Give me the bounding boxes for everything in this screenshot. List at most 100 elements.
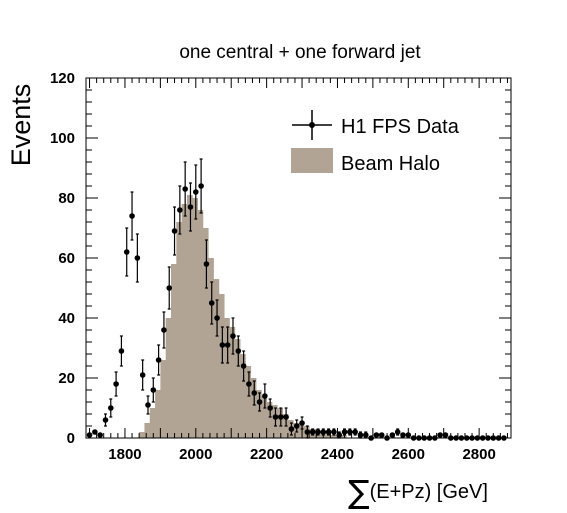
plot-area: 1800 2000 2200 2400 2600 2800 0 20 40 60 80 100 120	[50, 70, 512, 463]
halo-bar	[234, 339, 241, 438]
data-point	[331, 429, 337, 435]
data-point	[134, 255, 141, 261]
halo-bar	[277, 408, 283, 438]
data-point	[479, 435, 486, 441]
halo-bar	[271, 405, 278, 438]
y-tick-label: 80	[58, 190, 75, 207]
data-point	[426, 435, 433, 441]
x-tick-label: 2400	[321, 446, 354, 463]
halo-bar	[208, 258, 214, 438]
data-point	[347, 429, 353, 435]
data-point	[299, 420, 305, 426]
legend-data-marker	[309, 122, 315, 128]
data-point	[384, 435, 390, 441]
data-point	[320, 429, 327, 435]
data-point	[129, 213, 135, 219]
halo-bar	[139, 432, 145, 438]
data-point	[219, 342, 226, 348]
data-point	[145, 402, 151, 408]
data-point	[315, 429, 321, 435]
halo-bar	[261, 396, 268, 438]
data-point	[400, 432, 406, 438]
y-tick-label: 60	[58, 250, 75, 267]
data-point	[283, 414, 289, 420]
halo-bar	[341, 435, 347, 438]
data-point	[309, 429, 316, 435]
chart-title: one central + one forward jet	[179, 42, 421, 63]
data-point	[203, 261, 210, 267]
data-point	[447, 435, 454, 441]
halo-bar	[298, 423, 305, 438]
halo-bar	[171, 264, 177, 438]
x-tick-label: 2200	[250, 446, 283, 463]
halo-bar	[186, 195, 193, 438]
data-point	[177, 207, 183, 213]
y-tick-label: 20	[58, 370, 75, 387]
data-point	[92, 429, 98, 435]
data-point	[469, 435, 475, 441]
data-point	[336, 432, 343, 438]
data-point	[495, 435, 502, 441]
data-point	[394, 429, 401, 435]
y-axis-label: Events	[6, 84, 36, 167]
data-point	[150, 387, 157, 393]
halo-bar	[266, 402, 273, 438]
data-point	[405, 432, 412, 438]
data-point	[341, 429, 348, 435]
data-point	[368, 435, 374, 441]
halo-bar	[197, 210, 204, 438]
halo-bar	[144, 423, 151, 438]
data-point	[230, 333, 236, 339]
halo-bar	[155, 390, 161, 438]
data-point	[187, 204, 194, 210]
data-point	[437, 432, 443, 438]
halo-bar	[176, 222, 183, 438]
data-point	[166, 285, 173, 291]
data-point	[416, 435, 422, 441]
halo-bar	[245, 366, 252, 438]
data-point	[246, 381, 252, 387]
x-axis-label-group: ∑(E+Pz) [GeV]	[348, 473, 488, 511]
data-point	[410, 435, 417, 441]
data-point	[251, 390, 258, 396]
data-point	[304, 429, 311, 435]
data-point	[97, 432, 103, 438]
data-point	[463, 435, 470, 441]
data-point	[139, 372, 146, 378]
data-point	[325, 429, 332, 435]
halo-bar	[256, 390, 262, 438]
data-point	[362, 432, 369, 438]
y-tick-label: 40	[58, 310, 75, 327]
halo-bar	[293, 423, 299, 438]
data-point	[267, 405, 273, 411]
data-point	[155, 357, 162, 363]
halo-bar	[160, 360, 167, 438]
data-point	[501, 435, 507, 441]
data-point	[272, 414, 279, 420]
data-point	[161, 327, 167, 333]
data-point	[182, 186, 188, 192]
data-point	[453, 435, 459, 441]
legend-halo-swatch	[291, 148, 333, 173]
data-point	[432, 435, 438, 441]
legend-halo-label: Beam Halo	[341, 153, 440, 175]
x-axis-label: (E+Pz) [GeV]	[370, 481, 488, 503]
y-tick-label: 120	[50, 70, 75, 87]
data-point	[240, 363, 247, 369]
data-point	[442, 432, 449, 438]
halo-bar	[181, 204, 188, 438]
data-point	[113, 381, 119, 387]
data-point	[235, 348, 242, 354]
data-point	[118, 348, 125, 354]
data-point	[256, 399, 263, 405]
halo-bar	[229, 327, 236, 438]
x-tick-label: 2600	[392, 446, 425, 463]
legend-data-label: H1 FPS Data	[341, 116, 460, 138]
y-tick-label: 100	[50, 130, 75, 147]
data-point	[171, 228, 178, 234]
data-point	[458, 435, 465, 441]
halo-bar	[330, 435, 337, 438]
halo-bar	[213, 279, 220, 438]
halo-bar	[149, 408, 156, 438]
